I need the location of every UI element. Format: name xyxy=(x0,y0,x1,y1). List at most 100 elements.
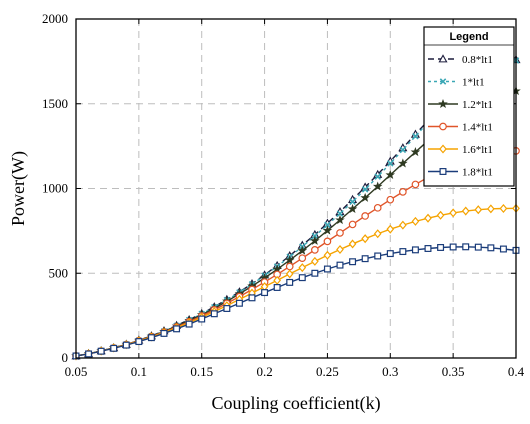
legend-entry-label: 0.8*lt1 xyxy=(462,54,493,66)
data-point xyxy=(311,269,319,277)
data-point xyxy=(411,246,419,254)
y-tick-label: 1500 xyxy=(42,96,68,111)
data-point xyxy=(348,220,357,229)
data-point xyxy=(424,245,432,252)
data-point xyxy=(336,261,344,269)
data-point xyxy=(474,243,482,251)
data-point xyxy=(298,263,307,273)
legend-entry-label: 1.8*lt1 xyxy=(462,167,493,179)
data-point xyxy=(412,133,419,140)
x-tick-label: 0.1 xyxy=(131,364,147,379)
series-1.8*lt1 xyxy=(72,243,520,360)
data-point xyxy=(372,181,383,191)
data-point xyxy=(235,299,243,307)
data-point xyxy=(310,235,320,245)
data-point xyxy=(399,146,407,154)
data-point xyxy=(361,186,369,193)
data-point xyxy=(261,289,269,297)
data-point-stroke xyxy=(349,198,356,205)
data-point xyxy=(349,198,356,205)
data-point xyxy=(336,210,344,217)
legend-swatch-marker xyxy=(438,54,448,63)
legend-title: Legend xyxy=(449,31,488,43)
data-point xyxy=(311,246,319,254)
data-point xyxy=(474,205,483,215)
x-tick-label: 0.15 xyxy=(190,364,213,379)
data-point xyxy=(297,245,308,255)
data-point xyxy=(449,208,457,218)
x-tick-label: 0.3 xyxy=(382,364,398,379)
data-point xyxy=(97,347,105,355)
x-tick-label: 0.4 xyxy=(508,364,525,379)
data-point xyxy=(323,265,331,273)
data-point xyxy=(286,278,294,286)
data-point xyxy=(336,244,344,255)
data-point xyxy=(361,212,369,220)
legend-swatch-marker xyxy=(438,99,448,109)
data-point xyxy=(110,344,118,352)
data-point xyxy=(335,215,345,225)
data-point-stroke xyxy=(399,146,407,154)
data-point xyxy=(437,244,445,251)
data-point xyxy=(85,350,93,358)
data-point-stroke xyxy=(336,210,344,217)
data-point xyxy=(347,204,358,214)
legend-swatch-marker xyxy=(439,144,447,154)
series-line xyxy=(75,207,517,357)
data-point xyxy=(373,229,382,239)
data-point xyxy=(411,216,420,226)
x-tick-label: 0.2 xyxy=(256,364,272,379)
data-point xyxy=(499,245,507,253)
legend-swatch-marker-stroke xyxy=(439,78,447,85)
data-point xyxy=(461,206,470,216)
data-point xyxy=(386,250,394,258)
x-tick-label: 0.35 xyxy=(442,364,465,379)
data-point xyxy=(173,325,181,333)
data-point xyxy=(374,173,381,180)
data-point xyxy=(147,334,155,342)
data-point xyxy=(386,224,395,234)
data-point xyxy=(387,160,394,167)
data-point xyxy=(399,248,407,256)
legend-box xyxy=(423,26,515,187)
data-point xyxy=(323,237,332,246)
data-point xyxy=(324,221,331,229)
legend-entry-label: 1.4*lt1 xyxy=(462,122,493,134)
y-tick-label: 0 xyxy=(62,350,69,365)
series-1.6*lt1 xyxy=(72,203,520,361)
data-point xyxy=(135,338,143,346)
data-point xyxy=(399,220,407,230)
ticks: 0.05 0.1 0.15 0.2 0.25 0.3 0.35 0.4 0 500 1000 1500… xyxy=(42,11,525,379)
x-tick-label: 0.25 xyxy=(316,364,339,379)
data-point xyxy=(398,158,408,168)
data-point xyxy=(336,229,344,237)
data-point xyxy=(198,315,206,323)
data-point xyxy=(323,250,332,260)
data-point xyxy=(298,254,307,263)
data-point xyxy=(122,341,130,349)
data-point-stroke xyxy=(361,186,369,193)
data-point xyxy=(449,243,457,251)
data-point xyxy=(284,255,295,265)
grid xyxy=(76,19,516,358)
data-point xyxy=(487,204,495,214)
data-point xyxy=(298,274,306,282)
y-axis-title: Power(W) xyxy=(8,151,29,226)
legend-swatch-marker xyxy=(439,168,447,175)
data-point xyxy=(399,188,407,196)
data-point xyxy=(361,255,369,263)
data-point xyxy=(411,180,420,189)
data-point xyxy=(424,213,432,223)
x-axis-title: Coupling coefficient(k) xyxy=(211,393,380,414)
data-point xyxy=(210,310,218,318)
legend-swatch-marker xyxy=(439,122,447,131)
data-point xyxy=(487,244,495,252)
data-point xyxy=(349,258,357,266)
x-tick-label: 0.05 xyxy=(65,364,88,379)
data-point xyxy=(273,284,281,291)
data-point xyxy=(348,239,357,249)
y-tick-label: 1000 xyxy=(42,181,68,196)
data-point xyxy=(223,305,231,312)
data-point xyxy=(410,147,421,157)
